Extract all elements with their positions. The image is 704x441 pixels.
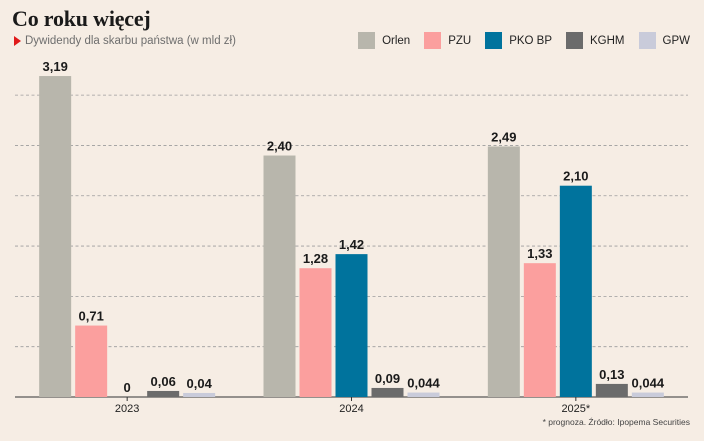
legend-swatch [424, 32, 442, 49]
chart-subtitle: Dywidendy dla skarbu państwa (w mld zł) [14, 35, 236, 47]
data-label: 2,40 [267, 139, 292, 154]
bar [263, 155, 296, 397]
bar [299, 268, 332, 397]
source-footnote: * prognoza. Źródło: Ipopema Securities [542, 417, 690, 427]
bar [631, 392, 664, 397]
legend-item-pzu: PZU [424, 32, 471, 49]
bar [487, 146, 520, 397]
data-label: 0,04 [187, 376, 213, 391]
data-label: 0,71 [79, 309, 104, 324]
data-label: 2,49 [491, 129, 516, 144]
legend-item-kghm: KGHM [566, 32, 625, 49]
data-label: 1,33 [527, 246, 552, 261]
triangle-marker-icon [14, 36, 21, 46]
bar [335, 254, 368, 397]
bar [75, 325, 108, 397]
data-label: 1,28 [303, 251, 328, 266]
legend-label: PZU [448, 34, 472, 47]
legend-item-pko-bp: PKO BP [485, 32, 552, 49]
bar [595, 383, 628, 397]
legend-label: GPW [662, 34, 690, 47]
data-label: 2,10 [563, 169, 588, 184]
legend-swatch [566, 32, 584, 49]
data-label: 0 [124, 380, 131, 395]
data-label: 0,044 [632, 376, 665, 391]
legend-item-gpw: GPW [638, 32, 690, 49]
data-label: 0,044 [407, 376, 440, 391]
data-label: 0,13 [599, 367, 624, 382]
legend-item-orlen: Orlen [358, 32, 410, 49]
bar [371, 387, 404, 397]
legend-swatch [358, 32, 376, 49]
data-label: 0,09 [375, 371, 400, 386]
x-tick-label: 2023 [115, 403, 139, 415]
bar [147, 390, 180, 397]
legend-label: PKO BP [509, 34, 553, 47]
bar [559, 185, 592, 397]
bar [523, 263, 556, 397]
bar [183, 392, 216, 397]
bar [407, 392, 440, 397]
x-tick-label: 2024 [339, 403, 363, 415]
data-label: 3,19 [43, 59, 68, 74]
bar [39, 76, 72, 397]
chart-subtitle-text: Dywidendy dla skarbu państwa (w mld zł) [25, 35, 236, 47]
chart-legend: Orlen PZU PKO BP KGHM GPW [344, 32, 690, 49]
chart-title: Co roku więcej [12, 6, 151, 31]
legend-label: KGHM [590, 34, 625, 47]
x-tick-label: 2025* [561, 403, 590, 415]
data-label: 0,06 [151, 374, 176, 389]
data-label: 1,42 [339, 237, 364, 252]
legend-swatch [485, 32, 503, 49]
legend-swatch [638, 32, 656, 49]
legend-label: Orlen [382, 34, 411, 47]
